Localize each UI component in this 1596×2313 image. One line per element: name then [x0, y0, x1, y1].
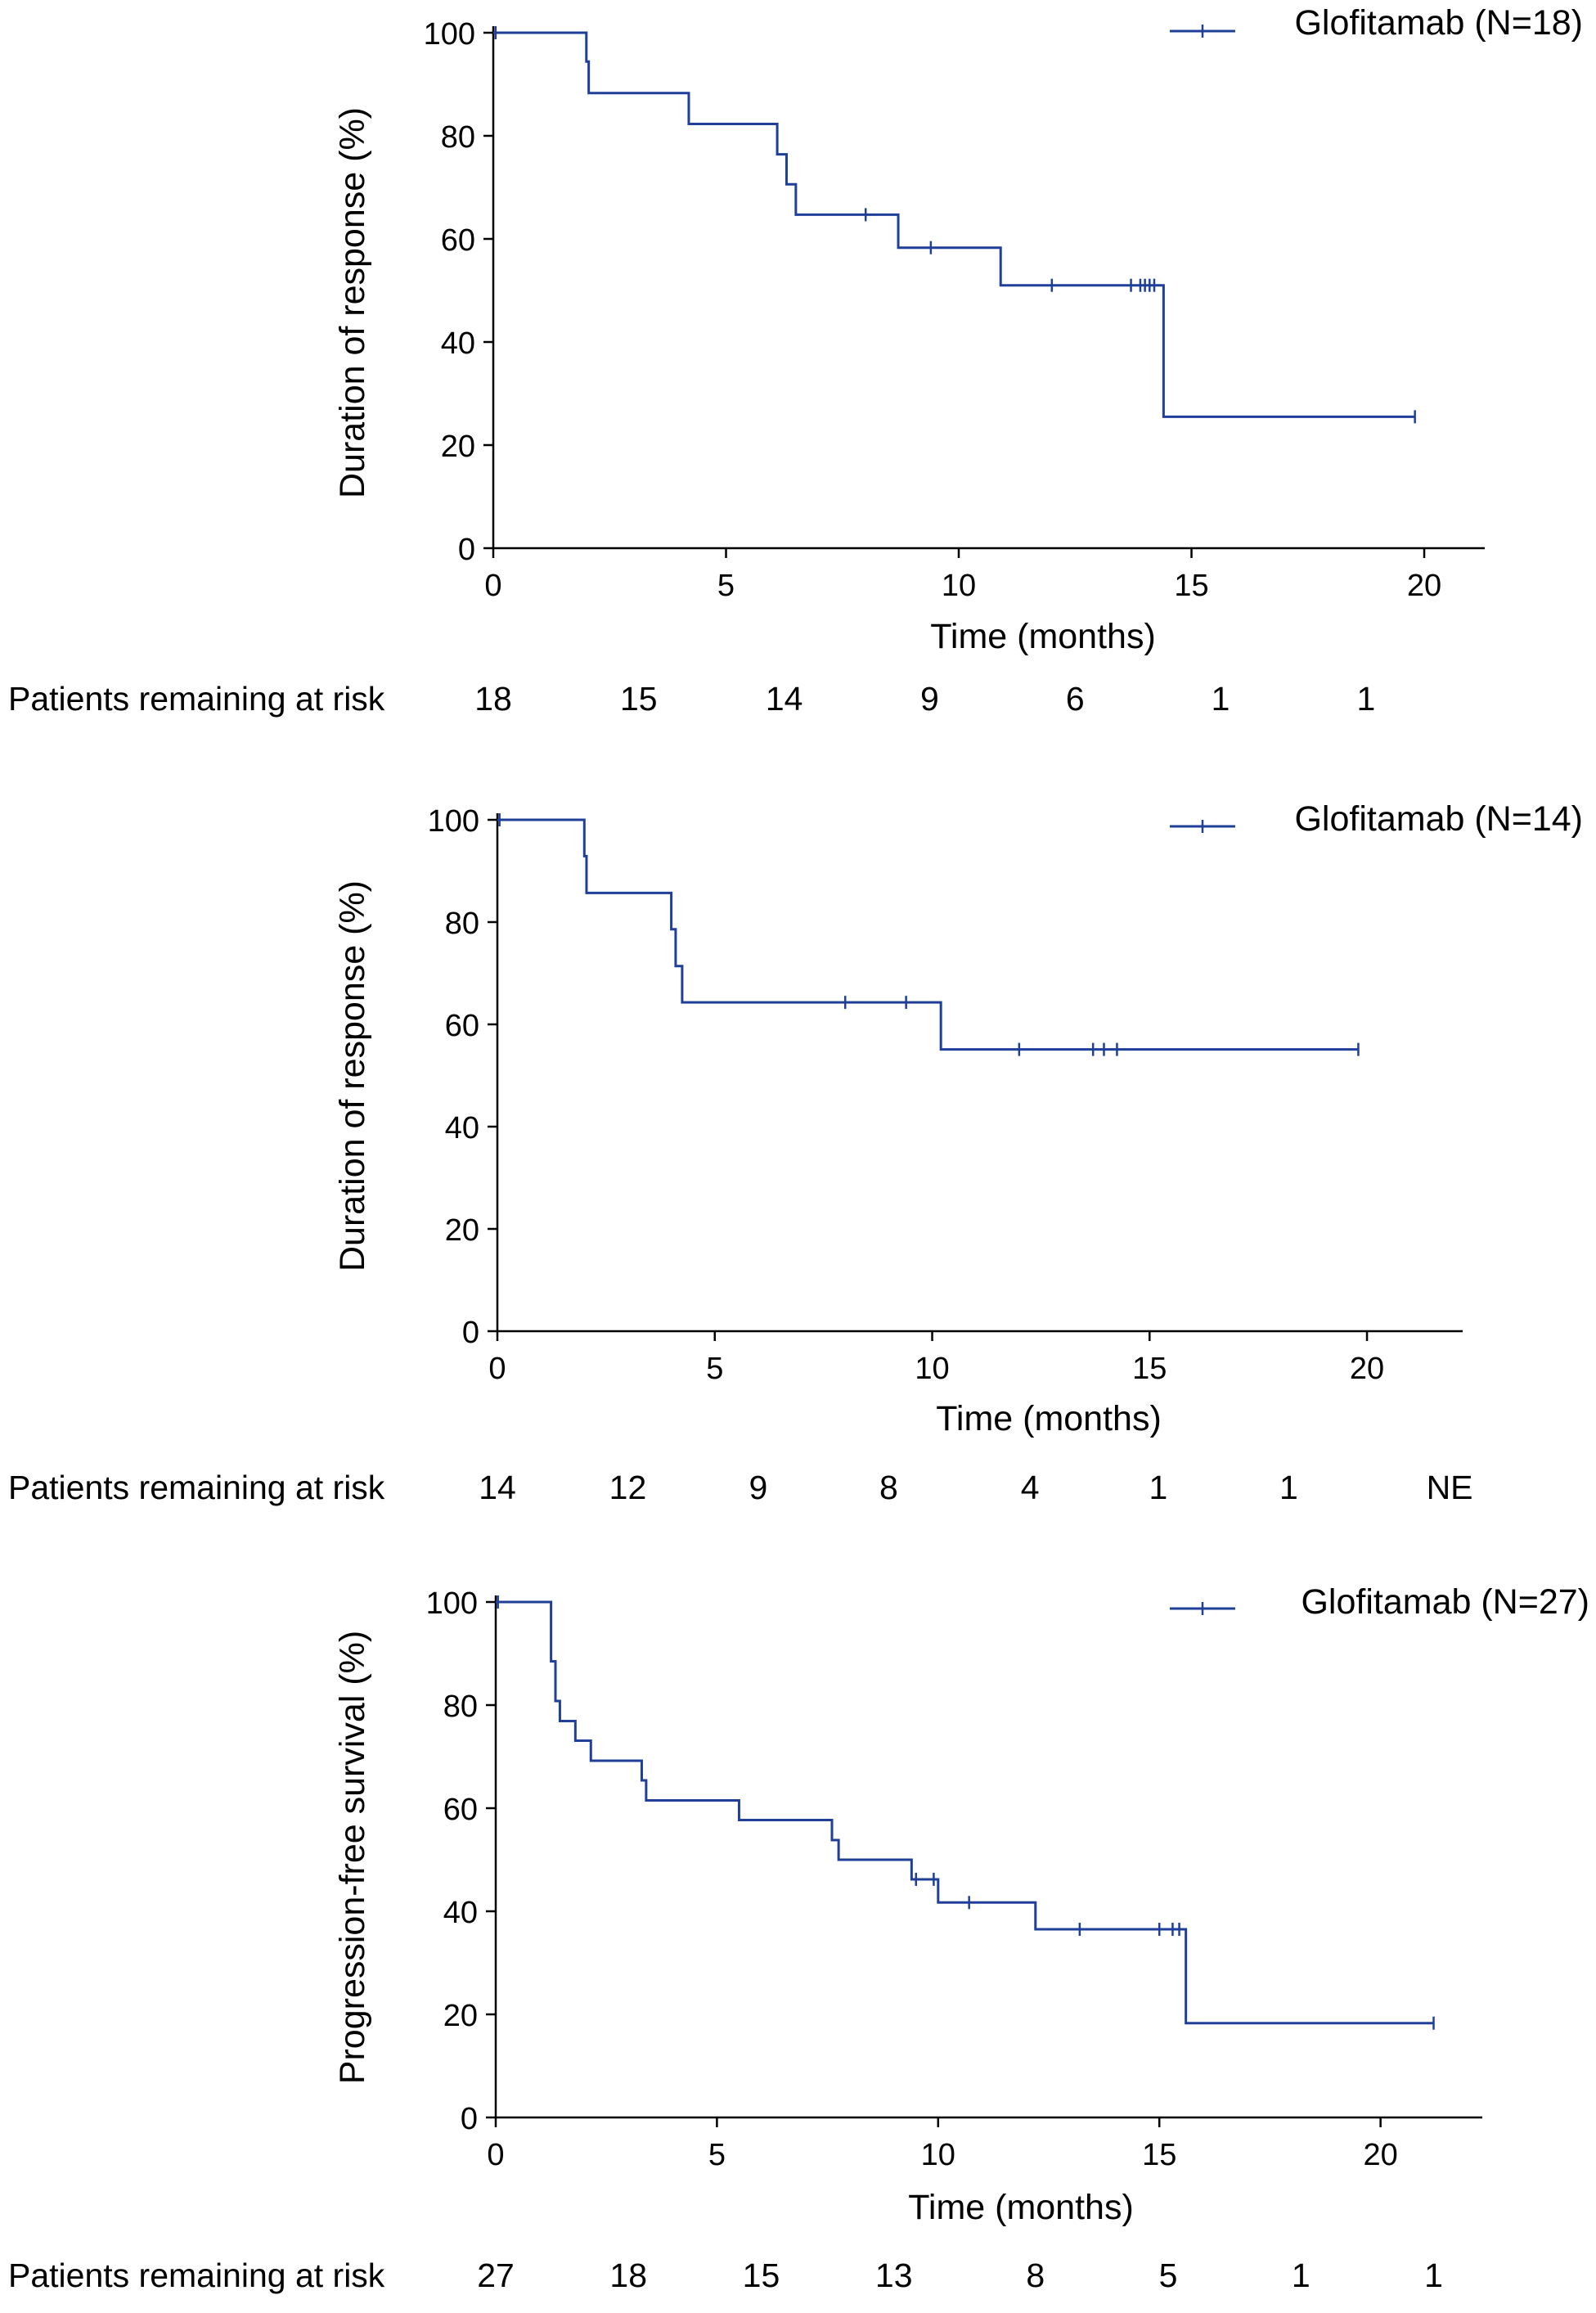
risk-value: 12 [609, 1469, 647, 1506]
x-axis-title: Time (months) [936, 1399, 1162, 1438]
x-tick-label: 0 [488, 1352, 506, 1386]
risk-value: 18 [609, 2257, 647, 2294]
x-axis: 0 5 10 15 20 Time (months) [487, 2117, 1398, 2227]
risk-value: 1 [1424, 2257, 1443, 2294]
y-tick-label: 0 [461, 2102, 478, 2136]
km-curve-layer [496, 1595, 1435, 2030]
x-tick-label: 20 [1350, 1352, 1384, 1386]
x-tick-label: 15 [1174, 569, 1208, 603]
y-tick-label: 0 [458, 533, 475, 567]
km-curve [496, 1600, 1434, 2025]
dor-chart-panel-2: 0 5 10 15 20 Time (months) 0 20 40 60 80 100 Dura… [8, 799, 1583, 1506]
y-tick-label: 80 [443, 1690, 478, 1724]
y-tick-label: 0 [462, 1316, 479, 1350]
y-tick-label: 40 [445, 1111, 479, 1145]
risk-value: 1 [1149, 1469, 1168, 1506]
risk-value: 1 [1292, 2257, 1311, 2294]
y-axis-title: Duration of response (%) [333, 107, 372, 498]
y-axis: 0 20 40 60 80 100 Progression-free survival (… [333, 1586, 496, 2136]
legend-label: Glofitamab (N=14) [1294, 799, 1583, 839]
risk-value: 1 [1212, 680, 1230, 718]
km-curve [493, 31, 1415, 418]
risk-table: Patients remaining at risk 27 18 15 13 8 5 1 1 [8, 2257, 1443, 2294]
risk-value: 8 [879, 1469, 898, 1506]
x-tick-label: 0 [487, 2138, 504, 2172]
risk-value: 8 [1026, 2257, 1045, 2294]
km-curve [497, 818, 1359, 1051]
y-axis: 0 20 40 60 80 100 Duration of response (%) [333, 804, 497, 1350]
x-tick-label: 0 [484, 569, 501, 603]
risk-value: 1 [1279, 1469, 1298, 1506]
risk-value: 1 [1356, 680, 1375, 718]
risk-value: 14 [766, 680, 803, 718]
risk-value: 4 [1021, 1469, 1040, 1506]
risk-value: 6 [1066, 680, 1085, 718]
y-tick-label: 40 [441, 326, 475, 361]
risk-value: 15 [620, 680, 658, 718]
y-tick-label: 20 [441, 430, 475, 464]
risk-value: 14 [479, 1469, 516, 1506]
risk-value: 15 [743, 2257, 780, 2294]
risk-value: 9 [749, 1469, 768, 1506]
x-tick-label: 15 [1142, 2138, 1176, 2172]
y-tick-label: 100 [424, 17, 475, 52]
y-tick-label: 40 [443, 1896, 478, 1930]
axes [496, 813, 1463, 1333]
x-tick-label: 20 [1407, 569, 1441, 603]
y-axis: 0 20 40 60 80 100 Duration of response (%) [333, 17, 493, 567]
risk-table: Patients remaining at risk 18 15 14 9 6 1 1 [8, 680, 1375, 718]
risk-table-label: Patients remaining at risk [8, 2257, 385, 2294]
x-tick-label: 5 [708, 2138, 726, 2172]
y-tick-label: 80 [445, 907, 479, 941]
legend: Glofitamab (N=14) [1170, 799, 1583, 839]
legend-label: Glofitamab (N=27) [1301, 1582, 1589, 1622]
dor-chart-panel-1: 0 5 10 15 20 Time (months) 0 20 40 60 80 100 Dura… [8, 3, 1583, 718]
risk-table-label: Patients remaining at risk [8, 1469, 385, 1506]
km-curve-layer [493, 26, 1416, 424]
axes [494, 1595, 1482, 2119]
x-tick-label: 10 [942, 569, 976, 603]
x-tick-label: 10 [921, 2138, 955, 2172]
risk-value: 18 [474, 680, 512, 718]
x-axis: 0 5 10 15 20 Time (months) [484, 548, 1441, 656]
y-tick-label: 60 [441, 223, 475, 258]
axes [492, 26, 1485, 550]
y-tick-label: 60 [443, 1793, 478, 1827]
y-axis-title: Duration of response (%) [333, 880, 372, 1271]
x-tick-label: 5 [717, 569, 735, 603]
y-tick-label: 20 [443, 1999, 478, 2033]
risk-value: NE [1427, 1469, 1473, 1506]
x-axis-title: Time (months) [930, 617, 1156, 656]
x-axis-title: Time (months) [908, 2188, 1134, 2227]
legend: Glofitamab (N=18) [1170, 3, 1583, 43]
y-axis-title: Progression-free survival (%) [333, 1631, 372, 2084]
x-tick-label: 10 [915, 1352, 949, 1386]
x-tick-label: 20 [1363, 2138, 1397, 2172]
legend-label: Glofitamab (N=18) [1294, 3, 1583, 43]
y-tick-label: 20 [445, 1213, 479, 1248]
risk-value: 27 [477, 2257, 515, 2294]
risk-table: Patients remaining at risk 14 12 9 8 4 1 1 NE [8, 1469, 1473, 1506]
risk-table-label: Patients remaining at risk [8, 680, 385, 718]
y-tick-label: 100 [426, 1586, 478, 1621]
y-tick-label: 60 [445, 1009, 479, 1043]
x-axis: 0 5 10 15 20 Time (months) [488, 1331, 1384, 1438]
risk-value: 13 [875, 2257, 913, 2294]
y-tick-label: 80 [441, 120, 475, 155]
legend: Glofitamab (N=27) [1170, 1582, 1589, 1622]
x-tick-label: 5 [706, 1352, 723, 1386]
risk-value: 9 [920, 680, 939, 718]
km-curve-layer [497, 813, 1360, 1056]
y-tick-label: 100 [428, 804, 479, 839]
x-tick-label: 15 [1132, 1352, 1167, 1386]
risk-value: 5 [1159, 2257, 1178, 2294]
